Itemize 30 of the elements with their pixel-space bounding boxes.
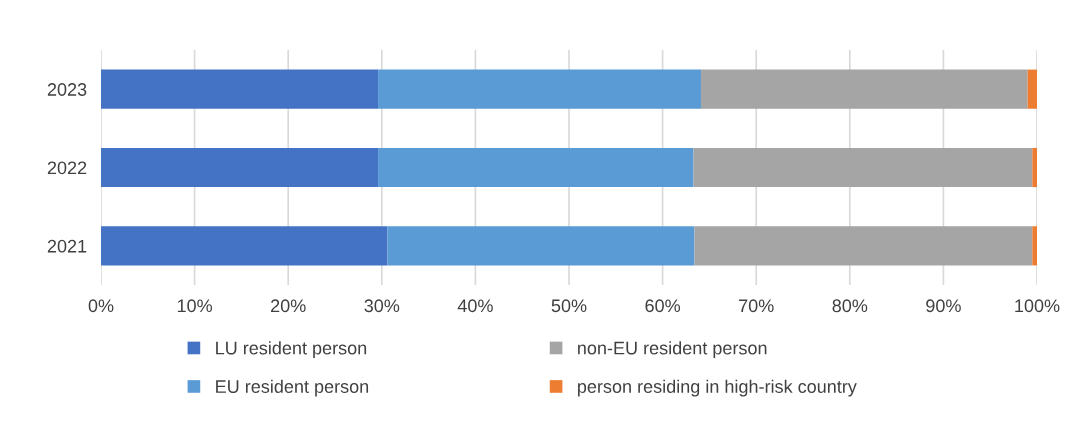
- bar: [387, 226, 695, 266]
- bar: [101, 69, 379, 109]
- x-tick-label: 80%: [832, 299, 868, 313]
- y-tick-label: 2023: [47, 83, 87, 96]
- bar: [101, 226, 388, 266]
- legend-label: person residing in high-risk country: [578, 379, 857, 397]
- bar: [700, 69, 1028, 109]
- y-tick-label: 2021: [47, 239, 87, 253]
- x-tick-label: 50%: [551, 299, 587, 313]
- x-tick-label: 70%: [739, 299, 774, 313]
- y-tick-label: 2022: [47, 161, 87, 175]
- bar: [693, 147, 1033, 188]
- bar: [378, 69, 701, 109]
- x-tick-label: 0%: [88, 299, 114, 313]
- x-tick-label: 20%: [271, 299, 306, 313]
- legend-label: EU resident person: [216, 379, 369, 397]
- bar: [1032, 226, 1037, 266]
- x-tick-label: 90%: [926, 299, 961, 313]
- x-tick-label: 10%: [177, 299, 213, 313]
- legend-label: non-EU resident person: [578, 341, 767, 359]
- bar: [101, 147, 379, 188]
- bar: [378, 147, 694, 188]
- x-tick-label: 40%: [457, 299, 493, 313]
- bar: [1032, 147, 1037, 188]
- bar: [694, 226, 1033, 266]
- x-tick-label: 100%: [1015, 299, 1060, 313]
- x-tick-label: 30%: [364, 299, 400, 313]
- legend-label: LU resident person: [216, 341, 367, 359]
- x-tick-label: 60%: [645, 299, 681, 313]
- bar: [1027, 69, 1037, 109]
